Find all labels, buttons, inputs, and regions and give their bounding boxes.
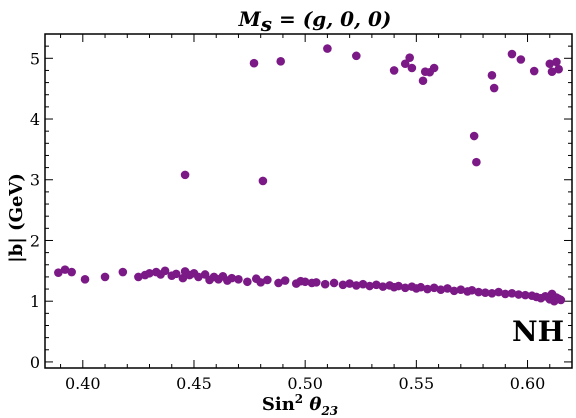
data-point xyxy=(194,272,203,282)
x-tick-label: 0.40 xyxy=(65,374,101,393)
y-tick-label: 4 xyxy=(30,110,40,129)
data-point xyxy=(329,278,339,288)
data-point xyxy=(256,278,265,287)
data-point xyxy=(365,281,374,291)
data-point xyxy=(467,285,477,295)
data-point xyxy=(300,277,310,287)
data-point xyxy=(243,277,252,287)
title-lhs: M xyxy=(238,7,262,31)
axis-ticks: 0.40 0.45 0.50 0.55 0.60 0 1 2 3 4 5 xyxy=(30,33,573,393)
data-point xyxy=(345,279,354,288)
data-point xyxy=(389,66,399,75)
data-point xyxy=(276,57,286,66)
data-point xyxy=(545,59,555,69)
data-point xyxy=(258,176,268,186)
data-point xyxy=(352,51,361,61)
data-point xyxy=(529,66,539,76)
data-point xyxy=(320,279,330,289)
data-point xyxy=(263,275,272,285)
data-point xyxy=(171,269,181,279)
data-point xyxy=(249,58,259,68)
data-point xyxy=(456,285,466,294)
data-point xyxy=(416,282,426,292)
data-point xyxy=(554,64,563,74)
data-point xyxy=(394,281,403,291)
data-point xyxy=(118,267,128,277)
nh-annotation: NH xyxy=(512,315,564,348)
data-point xyxy=(405,53,414,62)
x-label-superscript: 2 xyxy=(295,392,303,406)
data-point xyxy=(514,290,523,299)
data-point xyxy=(507,289,517,298)
data-point xyxy=(429,283,439,293)
title-subscript: s xyxy=(260,12,272,36)
data-point xyxy=(160,266,170,276)
y-tick-label: 3 xyxy=(30,171,40,190)
data-point xyxy=(352,281,361,290)
data-point xyxy=(134,272,143,282)
x-tick-label: 0.60 xyxy=(510,374,546,393)
data-point xyxy=(469,131,479,141)
data-point xyxy=(480,288,490,297)
data-point xyxy=(400,59,410,69)
data-point xyxy=(311,278,321,287)
data-point xyxy=(80,275,90,284)
data-point xyxy=(521,290,530,300)
data-point xyxy=(507,49,517,59)
data-point xyxy=(489,83,499,93)
data-point xyxy=(487,70,497,80)
data-point xyxy=(443,284,452,293)
x-tick-label: 0.50 xyxy=(287,374,323,393)
chart-title: Ms = (g, 0, 0) xyxy=(238,7,392,36)
data-point xyxy=(436,285,446,294)
data-point xyxy=(472,157,481,167)
y-tick-label: 0 xyxy=(30,353,40,372)
data-point xyxy=(429,63,439,73)
y-tick-label: 2 xyxy=(30,231,40,250)
x-axis-label: Sin2 θ23 xyxy=(262,392,338,418)
data-point xyxy=(338,280,348,290)
data-point xyxy=(556,295,566,305)
data-point xyxy=(494,287,503,297)
x-tick-label: 0.45 xyxy=(176,374,212,393)
data-point xyxy=(358,279,368,289)
data-point xyxy=(180,170,190,180)
data-point xyxy=(400,283,410,293)
data-point xyxy=(100,272,110,282)
data-point xyxy=(372,280,381,290)
x-label-theta: θ xyxy=(303,394,321,415)
data-point xyxy=(500,289,510,299)
x-tick-label: 0.55 xyxy=(399,374,435,393)
plot-frame xyxy=(44,33,573,369)
data-point xyxy=(516,55,526,64)
data-point xyxy=(449,286,459,296)
data-points xyxy=(54,44,566,306)
data-point xyxy=(487,289,497,298)
x-label-subscript: 23 xyxy=(320,404,338,418)
data-point xyxy=(378,282,388,291)
data-point xyxy=(178,273,188,283)
data-point xyxy=(474,287,483,297)
data-point xyxy=(407,63,417,73)
y-tick-label: 5 xyxy=(30,49,40,68)
y-axis-label: |b| (GeV) xyxy=(6,173,27,263)
data-point xyxy=(145,268,154,278)
data-point xyxy=(54,268,63,277)
data-point xyxy=(418,76,428,86)
data-point xyxy=(227,273,237,283)
data-point xyxy=(547,67,557,76)
data-point xyxy=(280,276,290,285)
data-point xyxy=(60,265,70,274)
data-point xyxy=(423,284,432,294)
y-tick-label: 1 xyxy=(30,292,40,311)
title-rhs: = (g, 0, 0) xyxy=(272,7,391,31)
data-point xyxy=(323,44,332,53)
x-label-base: Sin xyxy=(262,394,295,415)
data-point xyxy=(552,57,561,67)
data-point xyxy=(234,275,243,284)
data-point xyxy=(274,278,283,288)
data-point xyxy=(67,267,76,277)
